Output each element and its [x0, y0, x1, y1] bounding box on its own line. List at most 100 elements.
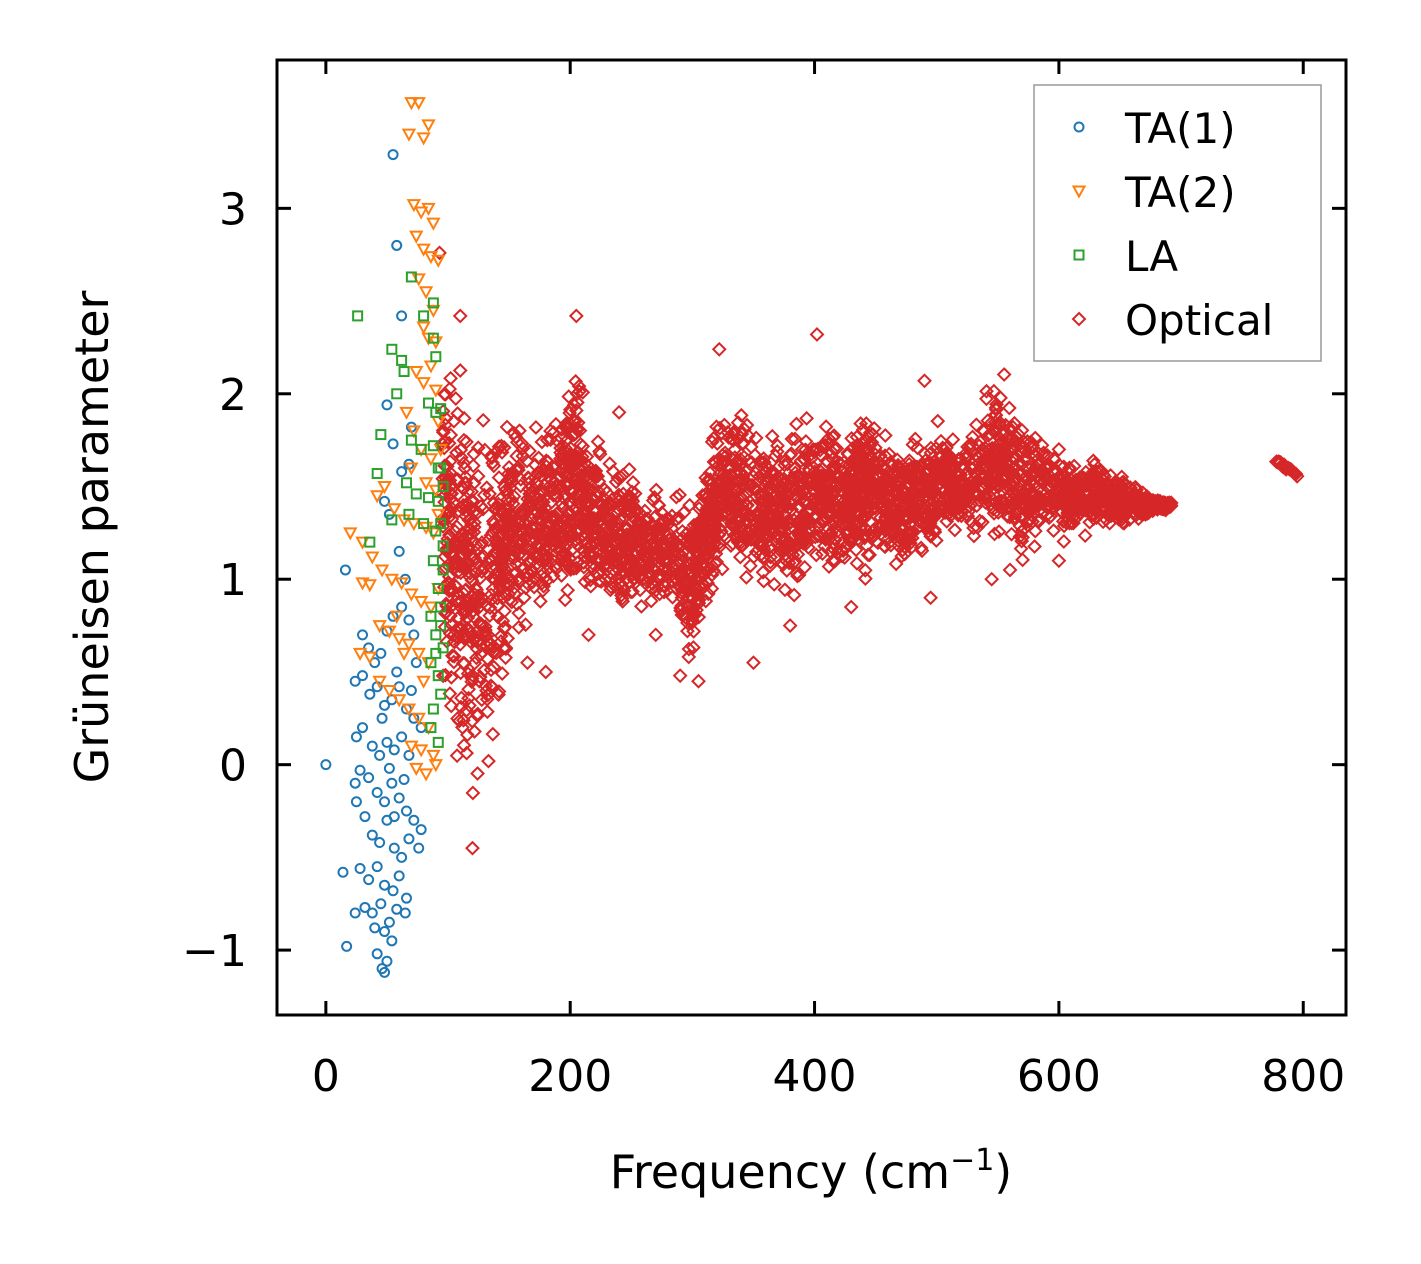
ta1-point [410, 657, 422, 669]
optical-point [442, 381, 458, 397]
optical-point [615, 593, 631, 609]
optical-point [1078, 464, 1094, 480]
optical-point [545, 568, 561, 584]
optical-point [826, 441, 842, 456]
optical-point [645, 493, 661, 508]
optical-point [520, 655, 535, 671]
optical-point [464, 484, 480, 500]
optical-point [569, 525, 585, 540]
x-tick-label: 0 [312, 1051, 340, 1102]
optical-point [783, 446, 799, 462]
ta1-point [320, 759, 332, 771]
optical-point [608, 474, 624, 490]
optical-point [504, 594, 520, 610]
optical-point [566, 397, 582, 413]
optical-point [662, 541, 678, 556]
optical-point [584, 550, 600, 566]
optical-point [1018, 503, 1033, 519]
optical-point [711, 457, 727, 473]
optical-point [558, 487, 574, 503]
optical-point [928, 533, 944, 548]
legend-marker-optical [1071, 311, 1087, 327]
optical-point [1019, 459, 1035, 475]
optical-point [829, 441, 845, 456]
optical-point [712, 535, 728, 551]
optical-point [970, 448, 986, 464]
ta1-point [376, 712, 388, 724]
optical-point [691, 673, 706, 689]
optical-point [639, 559, 654, 575]
la-point [432, 736, 444, 748]
ta1-point [363, 772, 375, 784]
optical-point [686, 623, 702, 639]
optical-point [498, 650, 514, 666]
ta2-point [372, 620, 387, 634]
optical-point [522, 443, 537, 459]
optical-point [738, 569, 754, 585]
la-point [401, 477, 413, 489]
optical-point [465, 785, 481, 801]
optical-point [991, 524, 1007, 540]
optical-point [968, 417, 984, 433]
optical-point [519, 453, 535, 469]
optical-point [578, 473, 594, 488]
optical-point [823, 545, 839, 560]
optical-point [695, 575, 710, 591]
ta2-point [374, 564, 390, 578]
optical-point [1103, 496, 1118, 512]
ta2-point [409, 366, 424, 380]
data-points [320, 97, 1305, 978]
optical-point [718, 514, 733, 530]
optical-point [1002, 465, 1018, 481]
optical-point [1005, 474, 1021, 490]
la-point [403, 508, 415, 520]
ta1-point [403, 749, 415, 761]
optical-point [899, 466, 915, 482]
optical-point [448, 391, 464, 406]
ta1-point [349, 777, 361, 789]
optical-point [943, 450, 959, 465]
ta1-point [403, 614, 415, 626]
ta1-point [387, 885, 399, 897]
optical-point [673, 563, 689, 579]
optical-point [582, 545, 598, 561]
optical-point [636, 548, 652, 564]
optical-point [471, 591, 487, 607]
ta2-point [362, 579, 378, 593]
optical-point [1113, 486, 1129, 502]
ta2-point [411, 273, 426, 287]
optical-point [460, 629, 476, 645]
ta2-point [404, 740, 419, 754]
ta2-point [416, 321, 431, 335]
optical-point [1005, 454, 1020, 470]
la-point [405, 434, 417, 446]
optical-point [480, 704, 495, 720]
optical-point [730, 482, 746, 498]
ta2-point [343, 527, 358, 541]
optical-point [558, 416, 574, 431]
optical-point [748, 481, 764, 497]
la-point [430, 647, 442, 659]
optical-point [754, 455, 770, 471]
optical-point [857, 571, 873, 587]
optical-point [506, 488, 522, 504]
la-point [427, 703, 439, 715]
optical-point [679, 578, 695, 594]
optical-point [443, 698, 459, 714]
la-point [418, 518, 430, 530]
optical-point [492, 579, 508, 595]
optical-point [486, 659, 502, 675]
ta1-point [396, 310, 408, 322]
optical-point [665, 589, 680, 605]
la-point [432, 582, 444, 594]
optical-point [521, 515, 537, 531]
optical-point [711, 539, 727, 555]
optical-point [544, 509, 560, 525]
la-point [435, 601, 447, 613]
optical-point [862, 464, 878, 480]
optical-point [936, 458, 952, 474]
optical-point [698, 524, 714, 540]
optical-point [947, 522, 963, 538]
optical-point [661, 526, 677, 542]
ta1-point [359, 901, 371, 913]
